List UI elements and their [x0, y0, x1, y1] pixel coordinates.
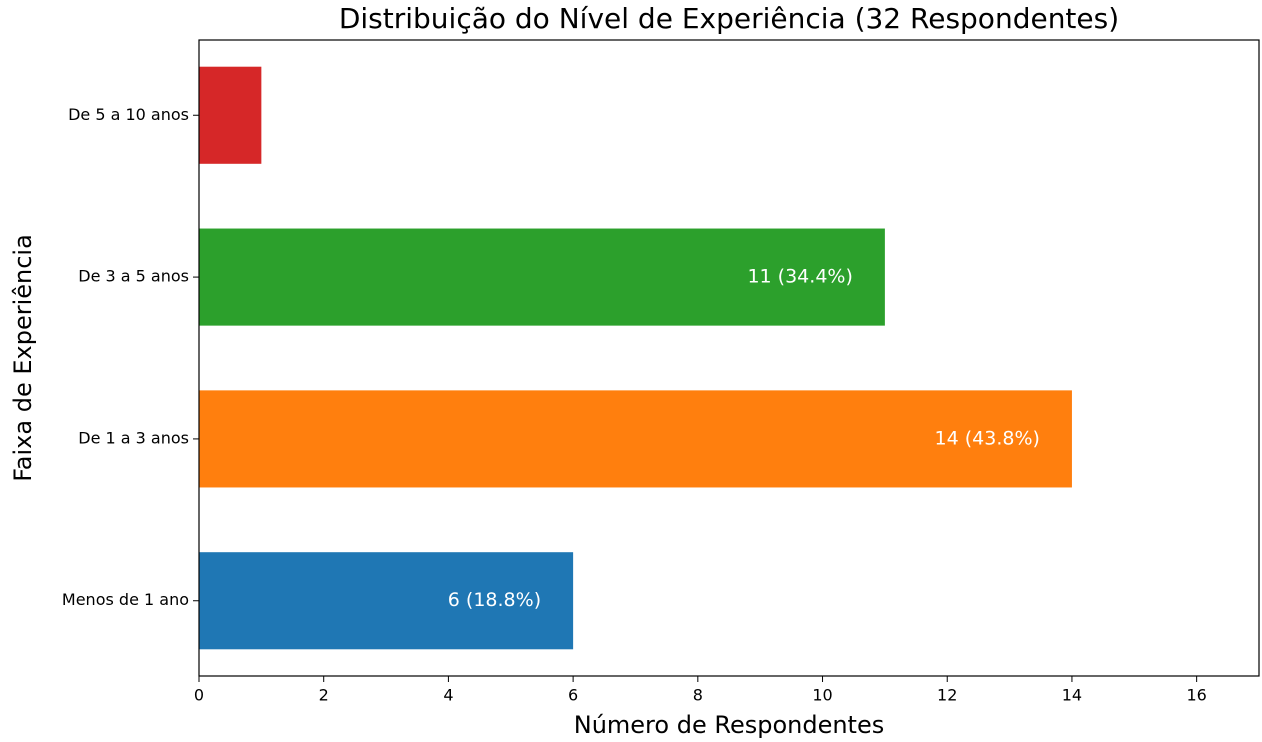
bar: [199, 228, 885, 326]
x-tick-label: 12: [937, 686, 957, 705]
bar-value-label: 6 (18.8%): [448, 589, 541, 611]
x-tick-label: 0: [194, 686, 204, 705]
bar-value-label: 11 (34.4%): [747, 266, 852, 288]
x-tick-label: 8: [693, 686, 703, 705]
y-tick-label: Menos de 1 ano: [62, 590, 189, 609]
y-axis-label: Faixa de Experiência: [9, 234, 37, 482]
plot-frame: [198, 39, 1260, 677]
x-tick-label: 2: [319, 686, 329, 705]
x-tick-label: 4: [443, 686, 453, 705]
x-tick-label: 6: [568, 686, 578, 705]
x-axis-label: Número de Respondentes: [574, 711, 884, 739]
bar: [199, 390, 1072, 488]
chart-title: Distribuição do Nível de Experiência (32…: [339, 2, 1119, 35]
bar-value-label: 14 (43.8%): [935, 427, 1040, 449]
x-tick-label: 16: [1186, 686, 1206, 705]
bar: [199, 66, 262, 164]
y-tick-label: De 3 a 5 anos: [78, 267, 189, 286]
y-tick-label: De 1 a 3 anos: [78, 428, 189, 447]
x-tick-label: 14: [1062, 686, 1082, 705]
bar: [199, 552, 574, 650]
y-tick-label: De 5 a 10 anos: [68, 105, 189, 124]
x-tick-label: 10: [812, 686, 832, 705]
